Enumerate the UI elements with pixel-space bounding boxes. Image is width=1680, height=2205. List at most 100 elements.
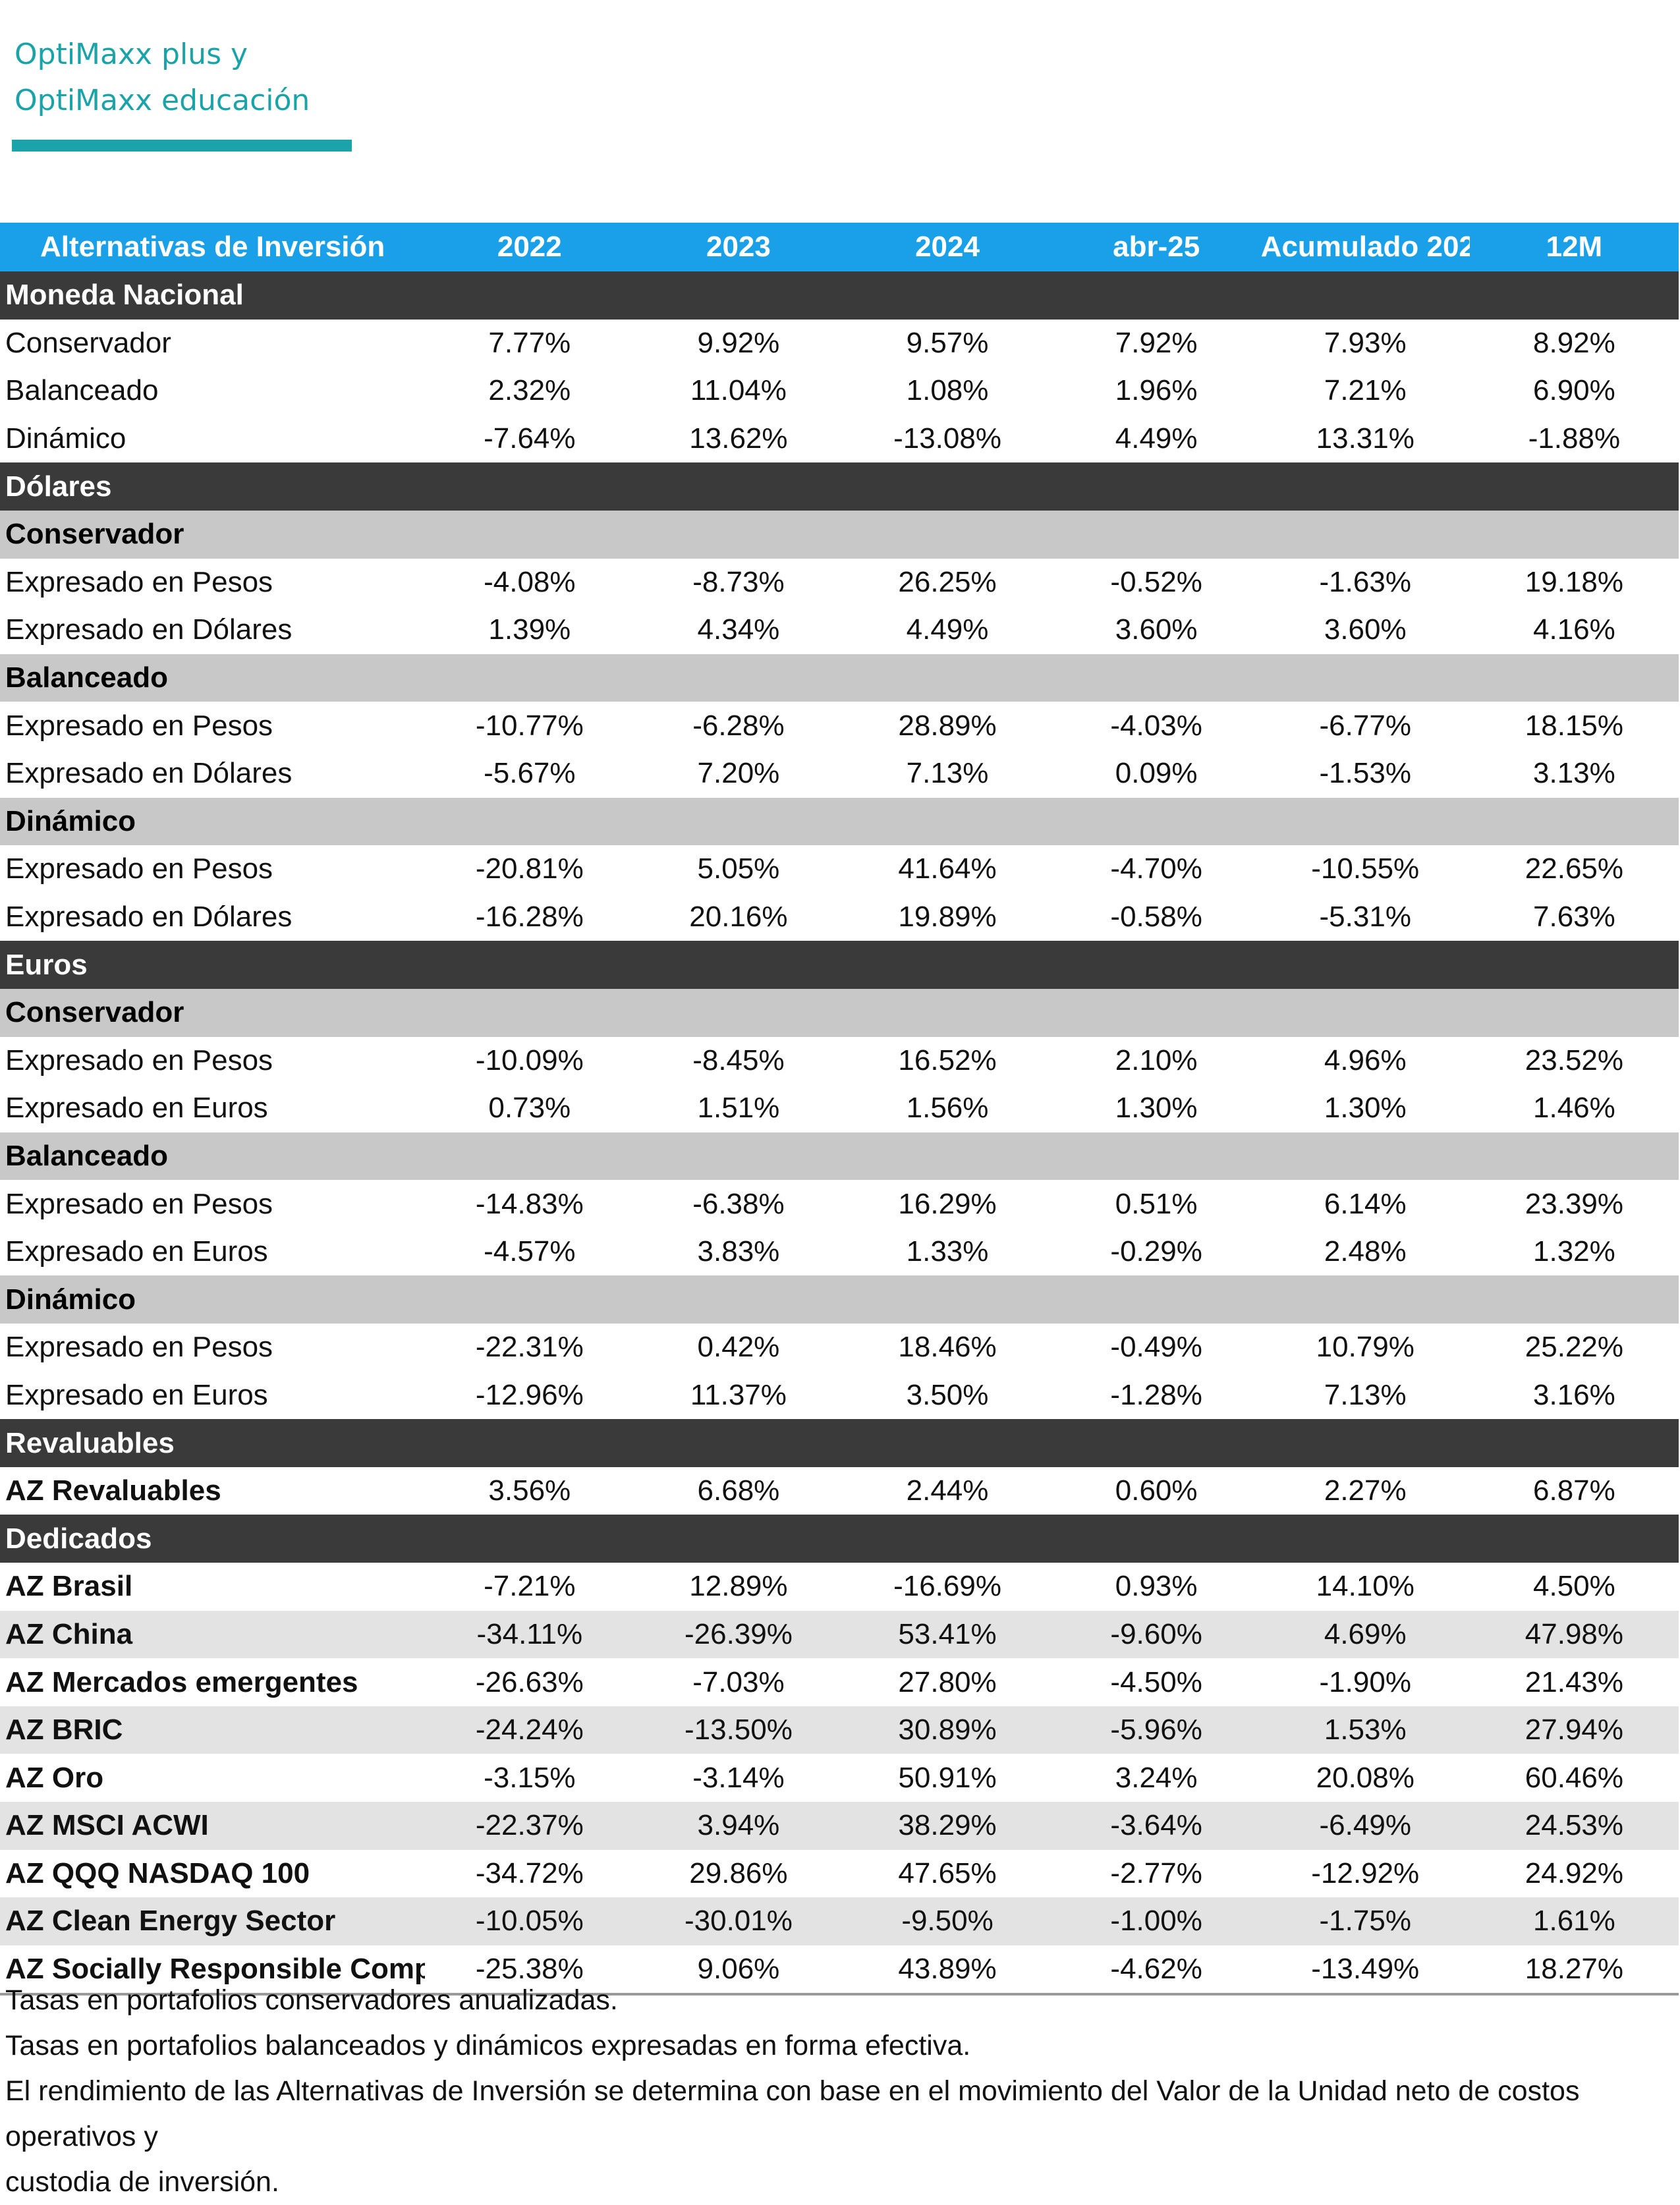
value-cell: -26.63% [475,1665,584,1698]
row-label: Conservador [5,326,171,359]
table-row: AZ Brasil -7.21% 12.89% -16.69% 0.93% 14.10% 4… [0,1563,1679,1611]
brand-title-line-1: OptiMaxx plus y [14,38,248,71]
value-cell: 2.48% [1324,1235,1407,1268]
value-cell: 19.18% [1525,565,1624,598]
value-cell: 4.96% [1324,1044,1407,1076]
table-row: AZ Clean Energy Sector -10.05% -30.01% -9.5… [0,1897,1679,1945]
row-label: Expresado en Pesos [5,709,273,742]
value-cell: 41.64% [898,852,997,885]
value-cell: 9.06% [634,1945,843,1996]
table-header-row: Alternativas de Inversión 2022 2023 2024… [0,223,1679,271]
value-cell: 7.13% [906,757,989,790]
empty-cell [1469,654,1679,702]
subsection-label: Dinámico [0,1275,426,1324]
empty-cell [634,1515,843,1563]
value-cell: -16.69% [893,1570,1001,1603]
value-cell: 14.10% [1316,1570,1414,1603]
value-cell: 9.57% [906,326,989,359]
value-cell: 1.51% [697,1092,780,1125]
subsection-label: Balanceado [0,1132,426,1181]
subsection-label: Conservador [0,988,426,1037]
table-row: AZ China -34.11% -26.39% 53.41% -9.60% 4.69% 4… [0,1610,1679,1659]
value-cell: -6.77% [1319,709,1411,742]
value-cell: -0.52% [1110,565,1202,598]
row-label: Balanceado [5,374,159,407]
value-cell: 18.15% [1525,709,1624,742]
value-cell: -1.75% [1260,1897,1470,1945]
value-cell: -24.24% [425,1706,634,1754]
empty-cell [1469,510,1679,559]
subsection-header-row: Dinámico [0,797,1679,846]
section-header-row: Euros [0,941,1679,989]
row-label: Expresado en Dólares [5,901,293,934]
value-cell: 7.93% [1324,326,1407,359]
value-cell: -34.11% [425,1610,634,1659]
value-cell: -1.00% [1051,1897,1261,1945]
value-cell: 60.46% [1525,1761,1624,1794]
column-header: Alternativas de Inversión [0,223,426,271]
empty-cell [634,1419,843,1467]
value-cell: 18.27% [1469,1945,1679,1996]
empty-cell [425,654,634,702]
empty-cell [425,1132,634,1181]
value-cell: -4.70% [1110,852,1202,885]
empty-cell [1051,941,1261,989]
value-cell: 3.94% [634,1802,843,1850]
value-cell: -26.39% [634,1610,843,1659]
empty-cell [843,510,1052,559]
value-cell: -3.14% [692,1761,785,1794]
column-header: 12M [1469,223,1679,271]
table-row: Expresado en Pesos -10.09% -8.45% 16.52% 2.1… [0,1037,1679,1085]
value-cell: 47.65% [898,1856,997,1889]
value-cell: -6.49% [1260,1802,1470,1850]
empty-cell [843,988,1052,1037]
row-label: AZ Socially Responsible Companies [0,1945,426,1996]
value-cell: -1.88% [1528,422,1621,455]
empty-cell [1051,1275,1261,1324]
table-row: Expresado en Pesos -10.77% -6.28% 28.89% -4.… [0,702,1679,750]
performance-table: Alternativas de Inversión 2022 2023 2024… [0,223,1679,1996]
table-row: Expresado en Euros -12.96% 11.37% 3.50% -1.2… [0,1372,1679,1420]
value-cell: 7.77% [488,326,571,359]
empty-cell [1260,1515,1470,1563]
value-cell: 4.49% [1115,422,1198,455]
section-label: Moneda Nacional [0,271,426,320]
value-cell: -30.01% [634,1897,843,1945]
value-cell: 7.13% [1324,1378,1407,1411]
empty-cell [425,1275,634,1324]
empty-cell [634,654,843,702]
value-cell: -22.37% [425,1802,634,1850]
value-cell: 7.63% [1533,901,1615,934]
value-cell: 53.41% [843,1610,1052,1659]
subsection-header-row: Conservador [0,510,1679,559]
empty-cell [843,941,1052,989]
value-cell: 28.89% [898,709,997,742]
table-row: Balanceado 2.32% 11.04% 1.08% 1.96% 7.21% 6.90… [0,367,1679,415]
section-label: Dólares [0,462,426,511]
row-label: AZ Brasil [5,1570,133,1603]
value-cell: 1.56% [906,1092,989,1125]
empty-cell [843,1419,1052,1467]
value-cell: 50.91% [898,1761,997,1794]
value-cell: -7.03% [692,1665,785,1698]
value-cell: -0.29% [1110,1235,1202,1268]
value-cell: 6.87% [1533,1474,1615,1507]
value-cell: 1.30% [1115,1092,1198,1125]
value-cell: 3.13% [1533,757,1615,790]
value-cell: -6.38% [692,1187,785,1220]
value-cell: -0.49% [1110,1331,1202,1364]
table-row: Dinámico -7.64% 13.62% -13.08% 4.49% 13.31% -1… [0,415,1679,463]
row-label: Expresado en Pesos [5,852,273,885]
value-cell: 1.96% [1115,374,1198,407]
empty-cell [843,271,1052,320]
value-cell: -1.63% [1319,565,1411,598]
empty-cell [425,1515,634,1563]
empty-cell [1260,462,1470,511]
row-label: AZ Mercados emergentes [5,1665,358,1698]
row-label: AZ MSCI ACWI [0,1802,426,1850]
empty-cell [1260,1419,1470,1467]
empty-cell [1260,988,1470,1037]
value-cell: 4.34% [697,613,780,646]
empty-cell [425,1419,634,1467]
empty-cell [1051,1132,1261,1181]
